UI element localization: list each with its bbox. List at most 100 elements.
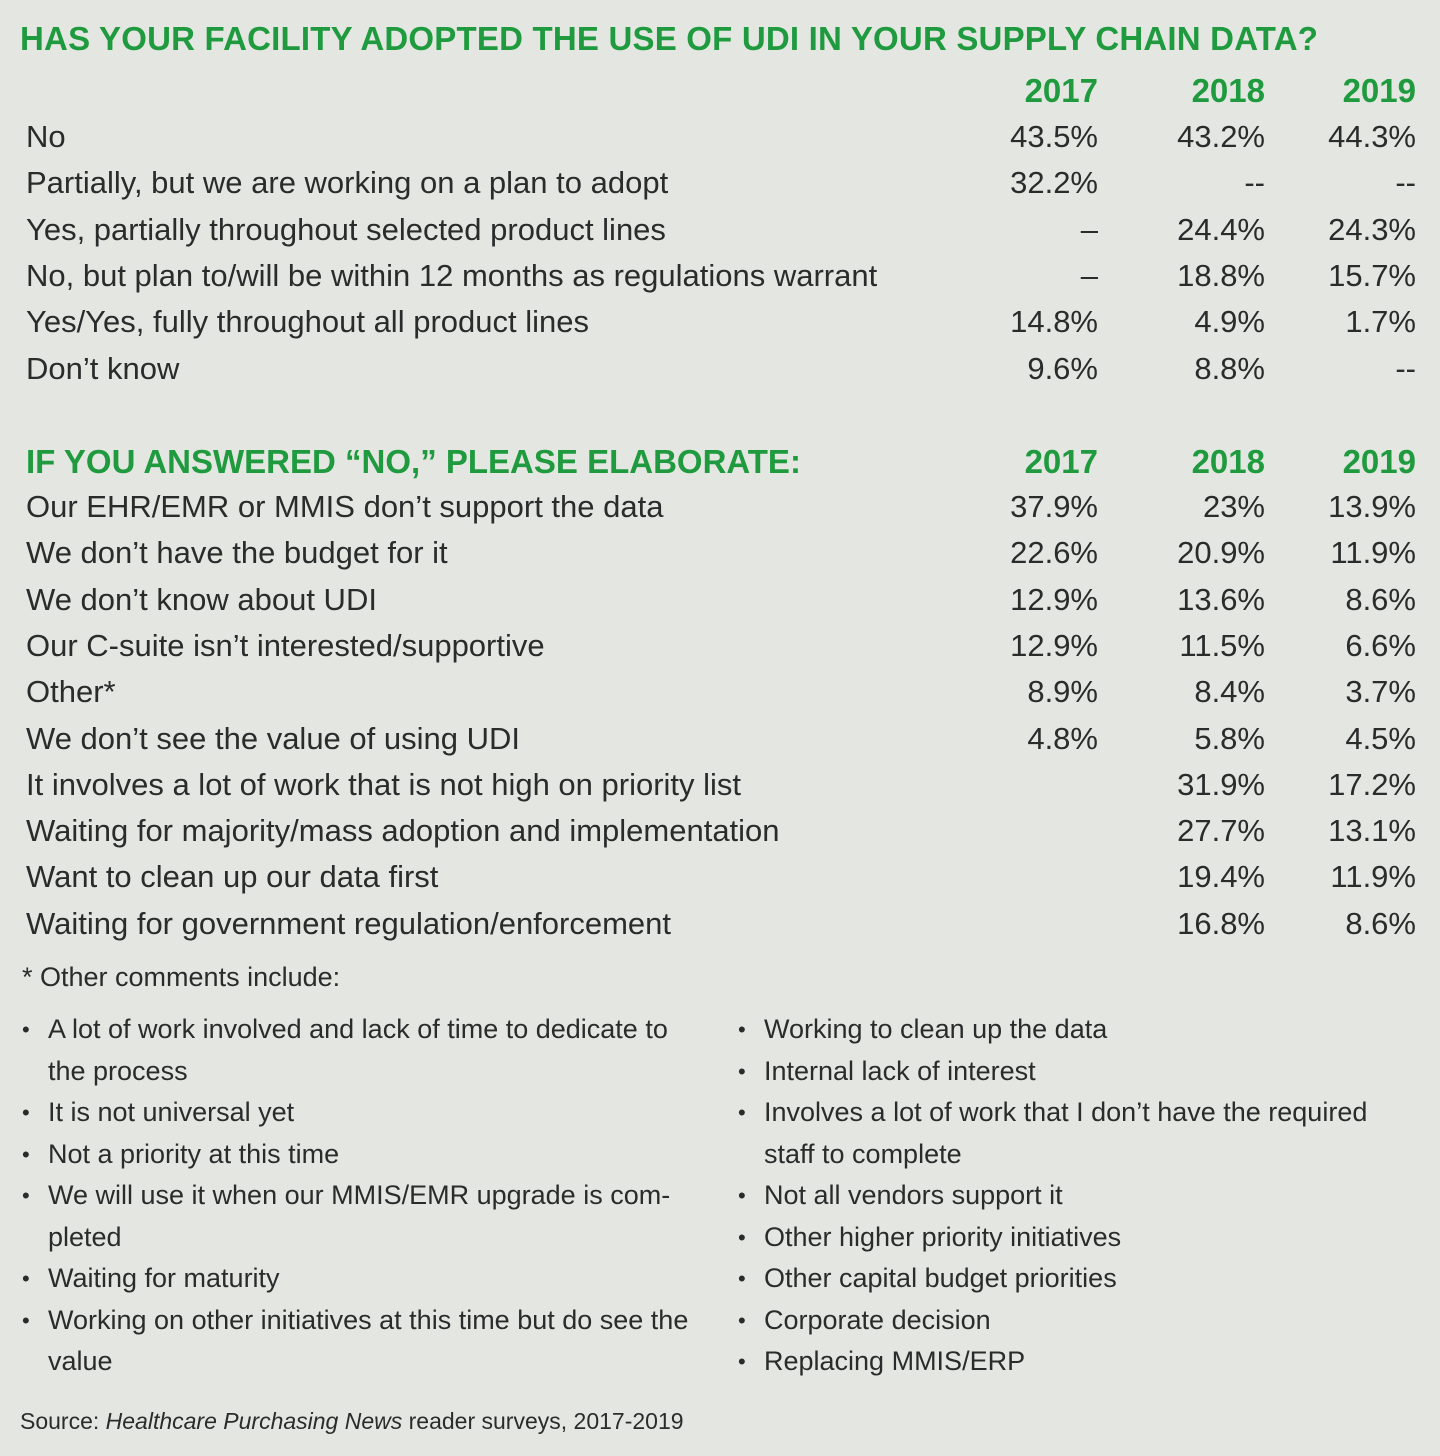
table-row: Yes/Yes, fully throughout all product li…	[26, 304, 1420, 350]
cell-2017: 12.9%	[1010, 627, 1098, 663]
table2-title: IF YOU ANSWERED “NO,” PLEASE ELABORATE:	[26, 443, 801, 480]
cell-2017: 14.8%	[1010, 304, 1098, 340]
cell-2019: 11.9%	[1330, 859, 1416, 895]
comment-text: Internal lack of interest	[764, 1055, 1036, 1086]
row-label: Partially, but we are working on a plan …	[26, 165, 669, 201]
table-row: Our EHR/EMR or MMIS don’t support the da…	[26, 489, 1420, 535]
row-label: Yes/Yes, fully throughout all product li…	[26, 304, 589, 340]
cell-2019: 44.3%	[1328, 119, 1416, 154]
comment-text: Replacing MMIS/ERP	[764, 1346, 1026, 1376]
cell-2018: 27.7%	[1177, 813, 1265, 849]
table-row: Our C-suite isn’t interested/supportive 1…	[26, 628, 1420, 674]
cell-2018: 31.9%	[1177, 766, 1265, 802]
cell-2018: 19.4%	[1177, 859, 1265, 895]
bullet-icon: •	[22, 1141, 30, 1167]
cell-2017: 43.5%	[1010, 119, 1098, 154]
table1-col-2017: 2017	[1024, 72, 1098, 109]
comment-text: Waiting for maturity	[48, 1263, 280, 1293]
source-line: Source: Healthcare Purchasing News reade…	[20, 1408, 684, 1435]
table-row: Want to clean up our data first 19.4% 11.9…	[26, 859, 1420, 905]
table-row: No, but plan to/will be within 12 months…	[26, 258, 1420, 304]
bullet-icon: •	[738, 1349, 746, 1374]
cell-2019: 8.6%	[1345, 905, 1416, 941]
row-label: Our EHR/EMR or MMIS don’t support the da…	[26, 489, 664, 524]
row-label: No, but plan to/will be within 12 months…	[26, 257, 878, 293]
cell-2019: 13.9%	[1328, 489, 1416, 524]
bullet-icon: •	[22, 1100, 30, 1125]
comment-text: Other capital budget priorities	[764, 1263, 1117, 1293]
cell-2019: 17.2%	[1328, 766, 1416, 802]
cell-2019: 15.7%	[1328, 257, 1416, 293]
table-row: We don’t have the budget for it 22.6% 20.9…	[26, 535, 1420, 581]
cell-2018: 43.2%	[1177, 119, 1265, 154]
cell-2019: --	[1395, 350, 1416, 386]
row-label: It involves a lot of work that is not hi…	[26, 766, 742, 802]
row-label: Waiting for government regulation/enforc…	[26, 905, 672, 941]
table-row: Don’t know 9.6% 8.8% --	[26, 351, 1420, 397]
cell-2017: –	[1080, 211, 1098, 247]
comment-text: Working on other initiatives at this tim…	[48, 1304, 689, 1377]
cell-2017: 32.2%	[1010, 165, 1098, 201]
comment-text: Working to clean up the data	[764, 1014, 1108, 1044]
comment-item: • Other capital budget priorities	[736, 1258, 1416, 1300]
table-row: No 43.5% 43.2% 44.3%	[26, 119, 1420, 165]
comment-item: • Corporate decision	[736, 1300, 1416, 1342]
cell-2019: 3.7%	[1345, 674, 1416, 710]
bullet-icon: •	[22, 1017, 30, 1042]
comment-text: Corporate decision	[764, 1304, 991, 1335]
bullet-icon: •	[738, 1224, 746, 1250]
comment-text: Not a priority at this time	[48, 1138, 340, 1169]
row-label: No	[26, 119, 66, 154]
cell-2018: 13.6%	[1177, 581, 1265, 617]
bullet-icon: •	[738, 1100, 746, 1125]
bullet-icon: •	[738, 1017, 746, 1042]
bullet-icon: •	[738, 1183, 746, 1208]
table-row: Other* 8.9% 8.4% 3.7%	[26, 674, 1420, 720]
comment-text: Not all vendors support it	[764, 1180, 1063, 1210]
cell-2019: 11.9%	[1330, 535, 1416, 571]
table1-col-2019: 2019	[1342, 72, 1416, 109]
source-publication: Healthcare Purchasing News	[105, 1408, 403, 1434]
cell-2019: 6.6%	[1345, 627, 1416, 663]
cell-2018: 20.9%	[1177, 535, 1265, 571]
cell-2017: 4.8%	[1027, 720, 1098, 756]
table-row: Waiting for majority/mass adoption and i…	[26, 813, 1420, 859]
table2-header: IF YOU ANSWERED “NO,” PLEASE ELABORATE: …	[26, 443, 1420, 489]
cell-2019: --	[1395, 165, 1416, 201]
table-row: Yes, partially throughout selected produ…	[26, 212, 1420, 258]
table-row: Partially, but we are working on a plan …	[26, 165, 1420, 211]
cell-2018: 8.8%	[1194, 350, 1265, 386]
row-label: Other*	[26, 674, 116, 710]
comment-item: • It is not universal yet	[20, 1092, 700, 1134]
cell-2019: 1.7%	[1345, 304, 1416, 340]
comment-text: We will use it when our MMIS/EMR upgrade…	[48, 1180, 671, 1252]
table1-col-2018: 2018	[1191, 72, 1265, 109]
row-label: We don’t see the value of using UDI	[26, 720, 520, 756]
comment-item: • Waiting for maturity	[20, 1258, 700, 1300]
cell-2017: 12.9%	[1010, 581, 1098, 617]
cell-2017: 8.9%	[1027, 674, 1098, 710]
row-label: Want to clean up our data first	[26, 859, 439, 895]
cell-2019: 8.6%	[1345, 581, 1416, 617]
comment-text: Involves a lot of work that I don’t have…	[764, 1097, 1368, 1169]
table1-header: 2017 2018 2019	[26, 72, 1420, 118]
cell-2017: –	[1080, 257, 1098, 293]
cell-2017: 9.6%	[1027, 350, 1098, 386]
comment-item: • Replacing MMIS/ERP	[736, 1341, 1416, 1383]
comment-text: Other higher priority initiatives	[764, 1221, 1122, 1252]
cell-2018: 8.4%	[1194, 674, 1265, 710]
comment-item: • Internal lack of interest	[736, 1051, 1416, 1093]
bullet-icon: •	[22, 1266, 30, 1291]
cell-2018: 4.9%	[1194, 304, 1265, 340]
bullet-icon: •	[22, 1307, 30, 1333]
comment-item: • Other higher priority initiatives	[736, 1217, 1416, 1259]
comment-text: It is not universal yet	[48, 1097, 295, 1127]
table-row: Waiting for government regulation/enforc…	[26, 906, 1420, 952]
source-suffix: reader surveys, 2017-2019	[402, 1408, 684, 1434]
cell-2019: 13.1%	[1328, 813, 1416, 849]
cell-2018: 24.4%	[1177, 211, 1265, 247]
row-label: Yes, partially throughout selected produ…	[26, 211, 666, 247]
table2-col-2017: 2017	[1024, 443, 1098, 480]
comment-item: • Involves a lot of work that I don’t hav…	[736, 1092, 1416, 1175]
